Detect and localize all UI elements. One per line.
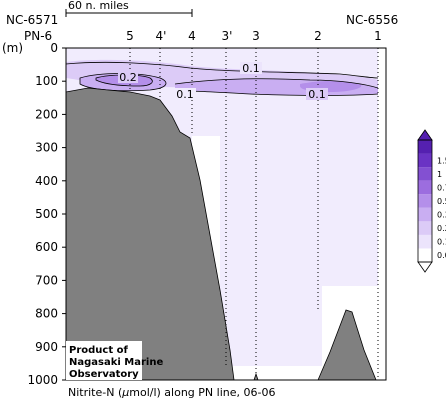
scale-bar: 60 n. miles: [65, 0, 193, 17]
colorbar-frame: [417, 139, 433, 263]
colorbar-label: 1: [437, 170, 442, 179]
y-tick-label: 300: [35, 141, 58, 155]
colorbar-segment: [418, 167, 432, 181]
colorbar-cap-top: [417, 129, 433, 141]
colorbar-segment: [418, 248, 432, 262]
y-tick-label: 900: [35, 340, 58, 354]
station-label-2: 2: [314, 29, 322, 43]
endpoint-left-top: NC-6571: [6, 13, 58, 27]
colorbar-segment: [418, 207, 432, 222]
colorbar-label: 1.5: [437, 156, 446, 165]
station-labels: NC-6571 PN-6 NC-6556 5 4' 4 3' 3 2 1: [6, 13, 398, 43]
credit-line-2: Nagasaki Marine: [69, 357, 163, 368]
contour-label-0.1-c: 0.1: [308, 88, 326, 101]
contour-label-0.1-a: 0.1: [176, 88, 194, 101]
contour-label-group: 0.2 0.1 0.1 0.1: [118, 62, 328, 101]
y-tick-label: 600: [35, 240, 58, 254]
colorbar-segment: [418, 221, 432, 235]
y-tick-label: 800: [35, 307, 58, 321]
chart-title: Nitrite-N (μmol/l) along PN line, 06-06: [68, 386, 275, 399]
y-tick-label: 100: [35, 74, 58, 88]
y-tick-label: 700: [35, 273, 58, 287]
colorbar-label: 0.1: [437, 238, 446, 247]
topography-left-shelf: [65, 87, 235, 381]
colorbar-segment: [418, 180, 432, 195]
contour-line-0.1-upper: [65, 61, 379, 79]
endpoint-right-top: NC-6556: [346, 13, 398, 27]
colorbar-segment: [418, 194, 432, 208]
y-tick-label: 1000: [27, 373, 58, 387]
colorbar: 0.05 0.1 0.2 0.3 0.5 0.7 1 1.5: [417, 129, 446, 273]
y-tick-label: 200: [35, 107, 58, 121]
station-label-4: 4: [188, 29, 196, 43]
topography-right-ridge: [317, 309, 377, 381]
credit-box: Product of Nagasaki Marine Observatory: [66, 341, 163, 380]
scale-bar-label: 60 n. miles: [68, 0, 129, 12]
colorbar-label: 0.5: [437, 197, 446, 206]
colorbar-cap-bottom: [417, 261, 433, 273]
station-label-1: 1: [374, 29, 382, 43]
station-label-3prime: 3': [222, 29, 233, 43]
y-tick-label: 400: [35, 174, 58, 188]
no-data-mid-bottom: [226, 366, 322, 380]
colorbar-label: 0.3: [437, 211, 446, 220]
contour-label-0.2: 0.2: [119, 71, 137, 84]
colorbar-segment: [418, 153, 432, 168]
colorbar-label: 0.2: [437, 224, 446, 233]
coverage-deep: [220, 48, 322, 366]
credit-line-1: Product of: [69, 345, 128, 356]
y-axis-label: (m): [2, 41, 23, 55]
endpoint-left-station: PN-6: [24, 29, 52, 43]
y-axis: 0 100 200 300 400 500 600 700 800 900 1000: [27, 41, 66, 387]
y-tick-label: 500: [35, 207, 58, 221]
topography: [65, 87, 377, 381]
station-label-3: 3: [252, 29, 260, 43]
y-tick-label: 0: [50, 41, 58, 55]
colorbar-label: 0.05: [437, 251, 446, 260]
credit-line-3: Observatory: [69, 369, 139, 380]
station-label-5: 5: [126, 29, 134, 43]
no-data-right-bottom: [378, 286, 386, 380]
station-label-4prime: 4': [156, 29, 167, 43]
colorbar-segment: [418, 234, 432, 249]
colorbar-segment: [418, 140, 432, 154]
contour-label-0.1-b: 0.1: [242, 62, 260, 75]
colorbar-label: 0.7: [437, 183, 446, 192]
